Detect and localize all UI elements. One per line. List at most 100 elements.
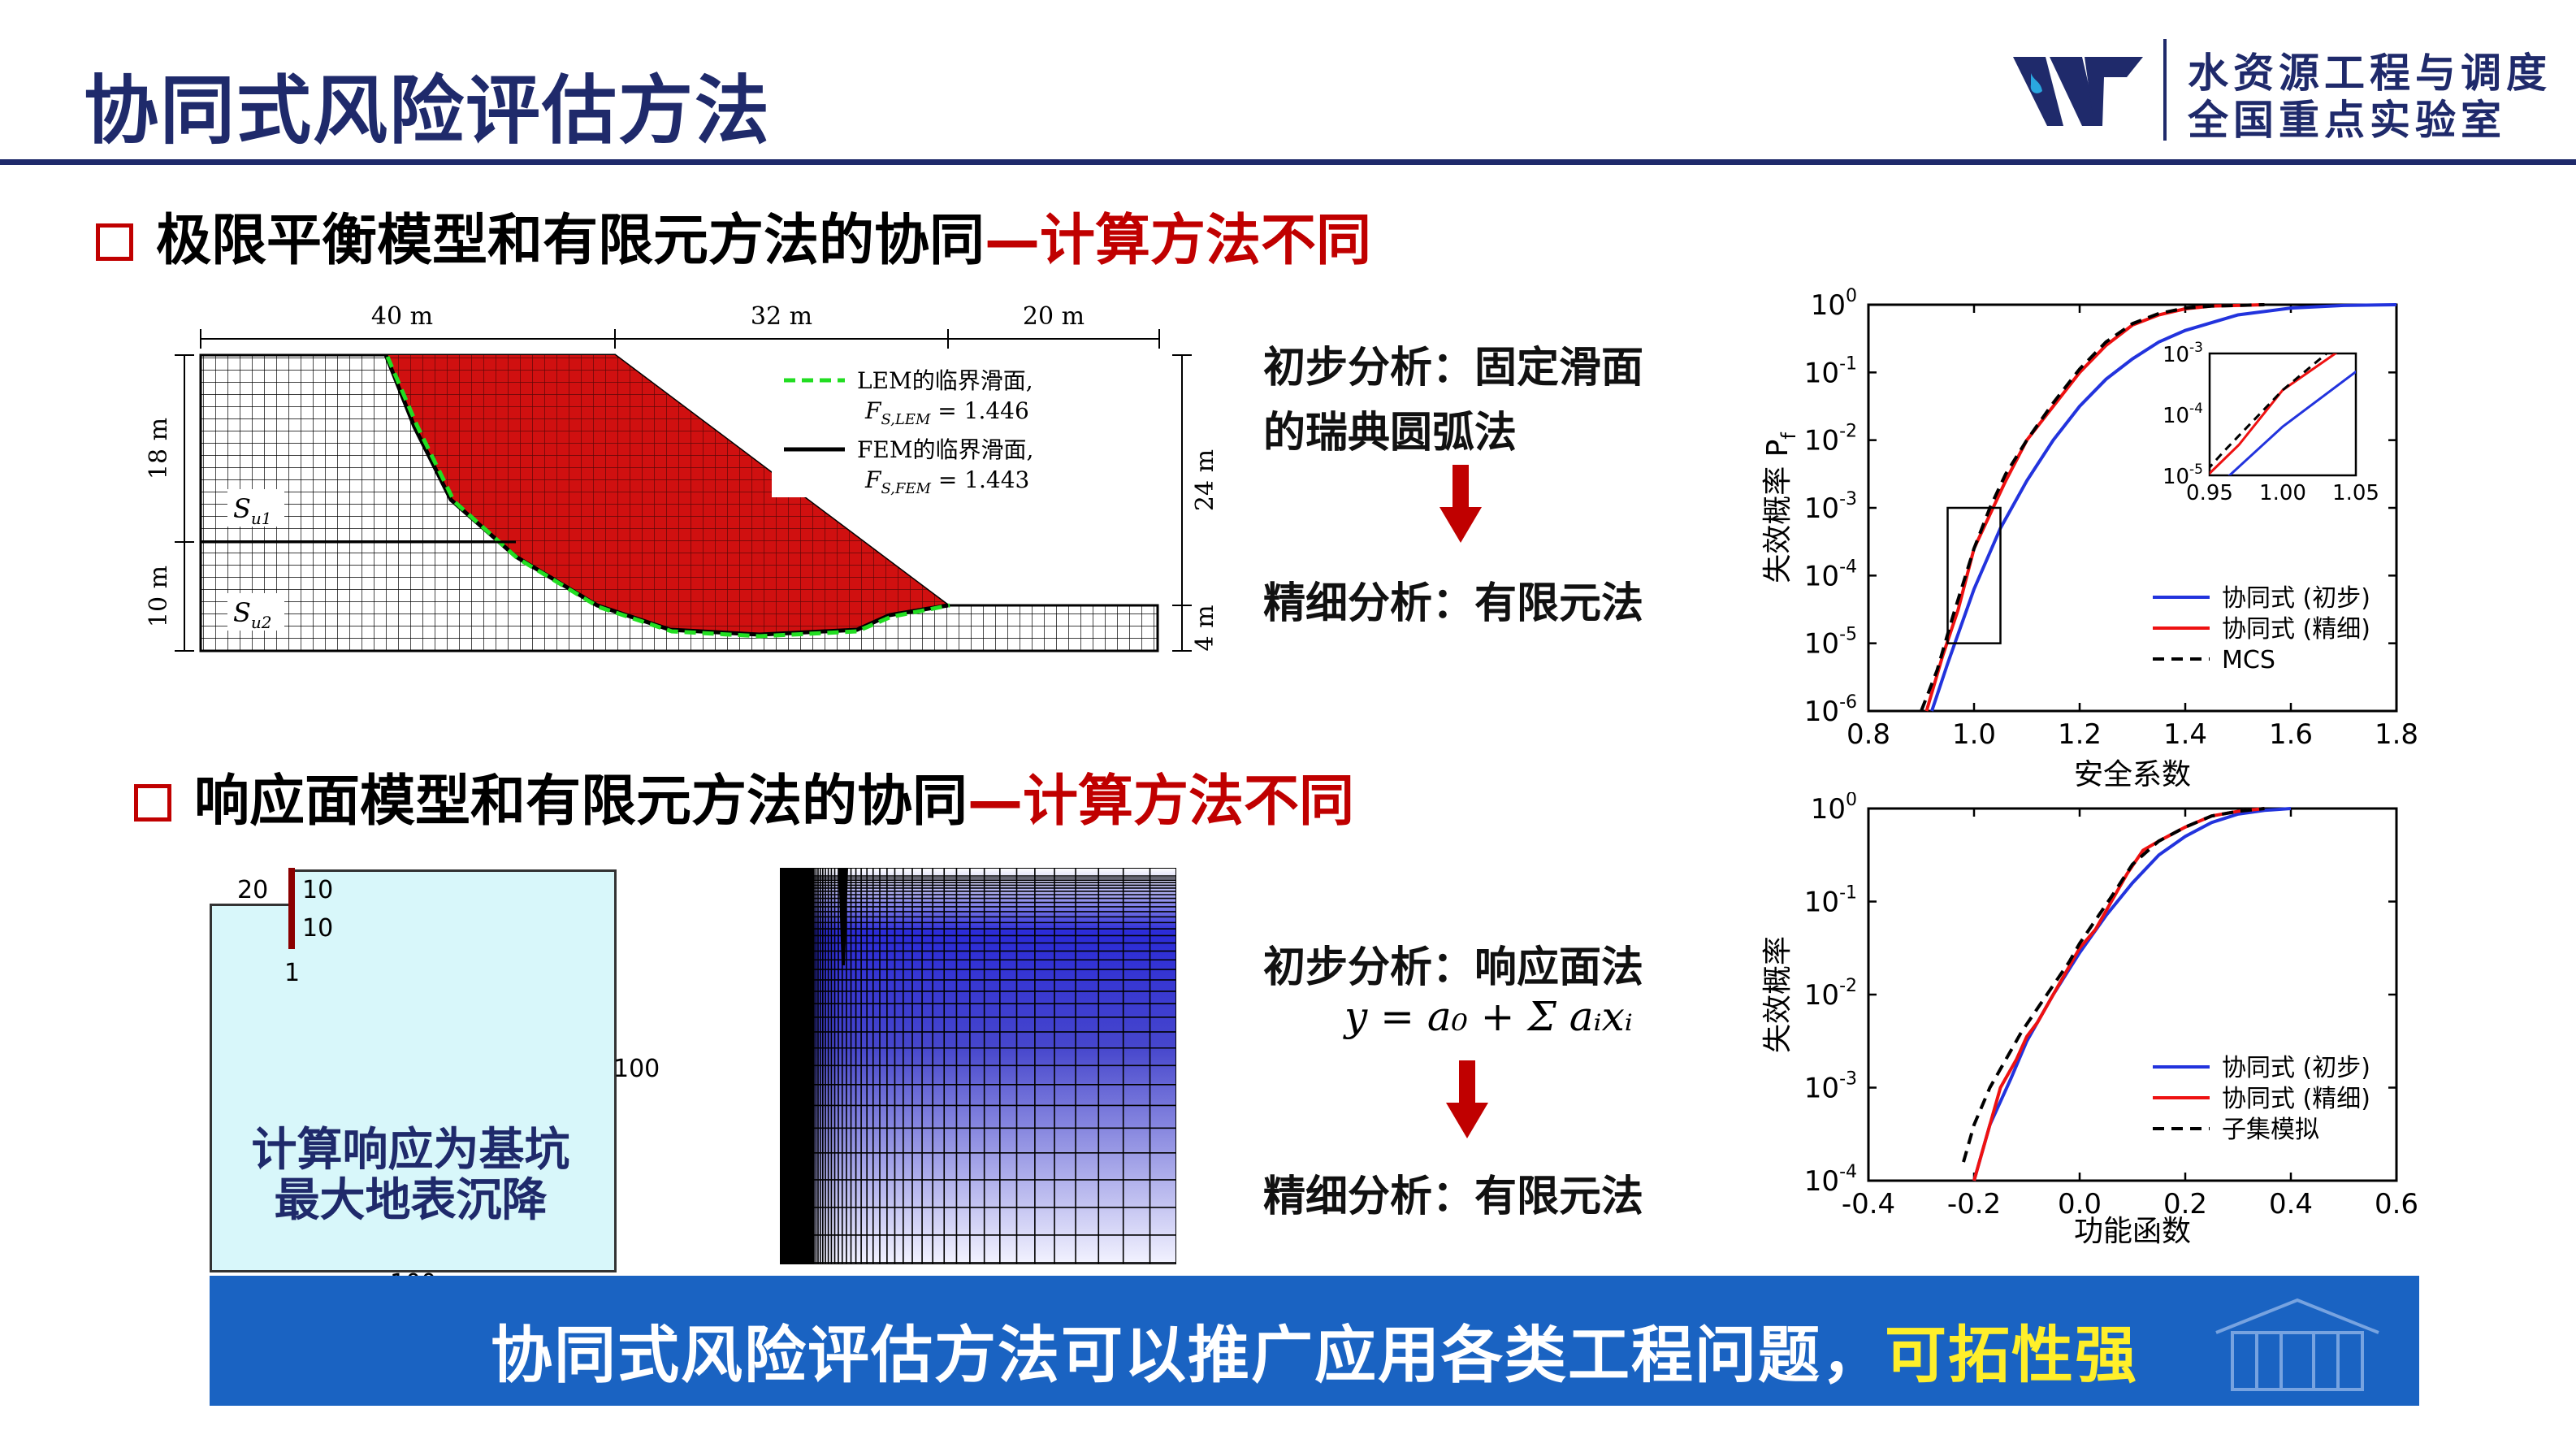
- legend-label: 协同式 (精细): [2222, 1085, 2370, 1113]
- conclusion-text: 协同式风险评估方法可以推广应用各类工程问题，可拓性强: [210, 1305, 2419, 1394]
- excavation-floor: [210, 904, 292, 906]
- section-heading-2-highlight: —计算方法不同: [968, 770, 1355, 834]
- inset-series-line: [2210, 353, 2338, 475]
- title-divider: [0, 159, 2576, 165]
- inset-x-tick-label: 0.95: [2186, 481, 2233, 505]
- failure-probability-chart-1: 0.8 1.0 1.2 1.4 1.6 1.8 100 10-1 10-2 10-3 10-4 10-…: [1761, 286, 2418, 791]
- dim-right-2: 4 m: [1191, 605, 1219, 651]
- dim-right-1: 24 m: [1191, 449, 1219, 511]
- slope-model-figure: Su1 Su2 40 m 32 m 20 m 18 m 10 m 24 m 4 …: [145, 302, 1219, 652]
- legend-label: MCS: [2222, 646, 2275, 674]
- dim-top-3: 20 m: [1023, 302, 1085, 331]
- checkbox-bullet-icon: [134, 784, 171, 822]
- excavation-domain: [210, 869, 617, 1272]
- dim-left-1: 18 m: [145, 418, 173, 479]
- x-axis-label: 安全系数: [2074, 758, 2191, 791]
- section-heading-1-text: 极限平衡模型和有限元方法的协同: [156, 209, 985, 273]
- step1-refined: 精细分析：有限元法: [1263, 579, 1644, 628]
- pit-wall-label: 1: [284, 959, 301, 987]
- series-line: [1930, 303, 2397, 712]
- arrow-down-icon: [1440, 465, 1482, 543]
- y-tick-label: 10-3: [1804, 1069, 1857, 1105]
- excavation-cutout: [210, 865, 292, 906]
- pit-width-label: 20: [237, 876, 269, 904]
- logo-name-line1: 水资源工程与调度: [2188, 50, 2552, 97]
- inset-series-line: [2227, 370, 2356, 475]
- inset-x-tick-label: 1.05: [2332, 481, 2379, 505]
- y-tick-label: 10-1: [1804, 353, 1857, 389]
- inset-x-tick-label: 1.00: [2259, 481, 2306, 505]
- inset-y-tick-label: 10-3: [2163, 340, 2203, 367]
- y-tick-label: 10-3: [1804, 489, 1857, 525]
- series-line: [1920, 303, 2265, 712]
- arrow-down-icon: [1446, 1060, 1488, 1138]
- legend-lem-fs: FS,LEM = 1.446: [864, 397, 1029, 428]
- dim-top-2: 32 m: [751, 302, 812, 331]
- response-description-line1: 计算响应为基坑: [251, 1124, 570, 1177]
- step1-preliminary: 初步分析：固定滑面: [1263, 344, 1644, 392]
- inset-frame: [2208, 352, 2357, 477]
- x-axis-label: 功能函数: [2074, 1215, 2191, 1248]
- legend-label: 协同式 (精细): [2222, 615, 2370, 644]
- series-line: [1972, 807, 2265, 1181]
- conclusion-main: 协同式风险评估方法可以推广应用各类工程问题，: [491, 1319, 1885, 1391]
- mesh-wall: [838, 868, 848, 965]
- inset-y-tick-label: 10-5: [2163, 462, 2203, 489]
- x-tick-label: -0.2: [1947, 1188, 2001, 1220]
- layer-label-1: Su1: [233, 493, 272, 528]
- x-tick-label: 1.0: [1952, 718, 1996, 751]
- y-axis-label: 失效概率: [1761, 936, 1795, 1053]
- y-tick-label: 10-2: [1804, 976, 1857, 1012]
- lab-logo-icon: [2013, 57, 2143, 126]
- y-tick-label: 10-4: [1804, 1162, 1857, 1198]
- fe-mesh-figure: [780, 868, 1176, 1264]
- step2-refined: 精细分析：有限元法: [1263, 1173, 1644, 1221]
- legend-label: 子集模拟: [2222, 1116, 2319, 1144]
- x-tick-label: 0.6: [2375, 1188, 2418, 1220]
- dim-top-1: 40 m: [371, 302, 433, 331]
- conclusion-highlight: 可拓性强: [1885, 1319, 2138, 1391]
- x-tick-label: 1.6: [2269, 718, 2313, 751]
- response-description: 计算响应为基坑 最大地表沉降: [210, 1125, 612, 1226]
- checkbox-bullet-icon: [96, 223, 133, 261]
- y-tick-label: 100: [1811, 792, 1857, 826]
- section-heading-2-text: 响应面模型和有限元方法的协同: [194, 770, 968, 834]
- failure-probability-chart-2: -0.4 -0.2 0.0 0.2 0.4 0.6 100 10-1 10-2 10-3 10-4 功…: [1761, 792, 2418, 1248]
- series-line: [1972, 807, 2292, 1181]
- x-tick-label: -0.4: [1842, 1188, 1895, 1220]
- logo-separator: [2163, 39, 2167, 141]
- legend-label: 协同式 (初步): [2222, 1054, 2370, 1082]
- logo-name-line2: 全国重点实验室: [2188, 97, 2506, 144]
- y-tick-label: 100: [1811, 286, 1857, 322]
- x-tick-label: 1.8: [2375, 718, 2418, 751]
- retaining-wall: [288, 868, 295, 949]
- x-tick-label: 0.4: [2269, 1188, 2313, 1220]
- legend-label: 协同式 (初步): [2222, 584, 2370, 613]
- y-axis-label: 失效概率 Pf: [1761, 432, 1800, 583]
- y-tick-label: 10-4: [1804, 557, 1857, 592]
- series-line: [1962, 807, 2265, 1163]
- page-title: 协同式风险评估方法: [84, 67, 772, 154]
- x-tick-label: 0.0: [2058, 1188, 2102, 1220]
- conclusion-banner: 协同式风险评估方法可以推广应用各类工程问题，可拓性强: [210, 1276, 2419, 1406]
- y-tick-label: 10-6: [1804, 692, 1857, 728]
- x-tick-label: 0.2: [2163, 1188, 2207, 1220]
- inset-y-tick-label: 10-4: [2163, 401, 2203, 428]
- step2-preliminary: 初步分析：响应面法: [1263, 943, 1644, 992]
- response-description-line2: 最大地表沉降: [274, 1174, 548, 1227]
- x-tick-label: 0.8: [1846, 718, 1890, 751]
- section-heading-2: 响应面模型和有限元方法的协同—计算方法不同: [134, 756, 1354, 836]
- response-surface-formula: y = a₀ + Σ aᵢxᵢ: [1344, 993, 1633, 1040]
- x-tick-label: 1.4: [2163, 718, 2207, 751]
- legend-fem-label: FEM的临界滑面,: [857, 436, 1033, 463]
- section-heading-1: 极限平衡模型和有限元方法的协同—计算方法不同: [96, 195, 1371, 275]
- x-tick-label: 1.2: [2058, 718, 2102, 751]
- y-tick-label: 10-5: [1804, 625, 1857, 661]
- step1-preliminary-cont: 的瑞典圆弧法: [1263, 409, 1517, 457]
- y-tick-label: 10-1: [1804, 883, 1857, 919]
- layer-label-2: Su2: [233, 597, 272, 632]
- section-heading-1-highlight: —计算方法不同: [985, 209, 1372, 273]
- legend-fem-fs: FS,FEM = 1.443: [864, 466, 1029, 497]
- building-watermark-icon: [2215, 1298, 2379, 1391]
- pit-depth2-label: 10: [302, 914, 334, 943]
